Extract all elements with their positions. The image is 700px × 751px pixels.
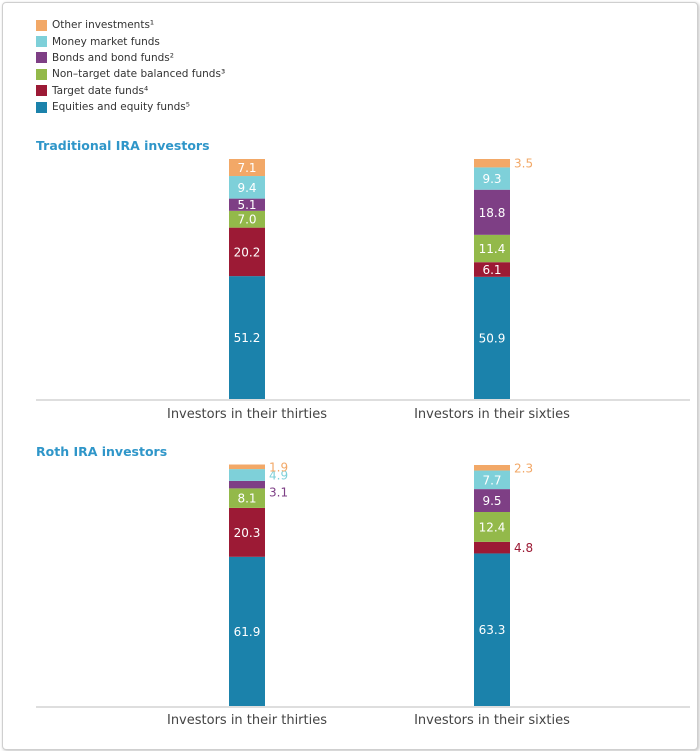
bar-segment [474, 553, 510, 706]
data-label: 9.3 [482, 172, 501, 186]
bar-segment [474, 489, 510, 512]
legend-label: Equities and equity funds⁵ [52, 101, 190, 114]
legend-swatch [36, 101, 47, 113]
bar-segment [229, 227, 265, 277]
data-label: 9.4 [237, 181, 256, 195]
data-label: 7.7 [482, 473, 501, 487]
legend-item: Non–target date balanced funds³ [36, 66, 225, 82]
legend-swatch [36, 36, 47, 48]
bar-segment [229, 480, 265, 489]
legend-swatch [36, 85, 47, 97]
data-label: 4.8 [514, 541, 533, 555]
legend-swatch [36, 52, 47, 64]
bar-segment [474, 189, 510, 235]
bar-segment [229, 198, 265, 211]
legend-item: Equities and equity funds⁵ [36, 99, 225, 115]
legend-swatch [36, 68, 47, 80]
bar-segment [229, 464, 265, 470]
data-label: 7.1 [237, 161, 256, 175]
data-label: 3.5 [514, 157, 533, 171]
bar-segment [229, 276, 265, 399]
data-label: 18.8 [479, 206, 506, 220]
data-label: 11.4 [479, 242, 506, 256]
legend-label: Bonds and bond funds² [52, 51, 174, 64]
roth-ira-title: Roth IRA investors [36, 444, 168, 459]
bar-segment [474, 234, 510, 263]
data-label: 3.1 [269, 486, 288, 500]
data-label: 5.1 [237, 198, 256, 212]
bar-segment [474, 465, 510, 471]
data-label: 1.9 [269, 460, 288, 474]
legend-item: Money market funds [36, 33, 225, 49]
bar-segment [229, 556, 265, 706]
data-label: 7.0 [237, 213, 256, 227]
legend-swatch [36, 19, 47, 31]
legend-item: Other investments¹ [36, 17, 225, 33]
bar-segment [229, 176, 265, 199]
legend-label: Other investments¹ [52, 19, 155, 32]
bar-segment [474, 167, 510, 190]
data-label: 4.9 [269, 469, 288, 483]
bar-segment [474, 262, 510, 277]
bar-segment [229, 488, 265, 508]
data-label: 63.3 [479, 623, 506, 637]
data-label: 20.2 [234, 245, 261, 259]
data-label: 9.5 [482, 494, 501, 508]
data-label: 2.3 [514, 461, 533, 475]
bar-segment [474, 470, 510, 490]
legend: Other investments¹ Money market funds Bo… [36, 17, 225, 115]
data-label: 8.1 [237, 492, 256, 506]
category-label: Investors in their thirties [167, 407, 327, 422]
bar-segment [474, 276, 510, 399]
bar-segment [229, 210, 265, 228]
data-label: 20.3 [234, 526, 261, 540]
data-label: 50.9 [479, 331, 506, 345]
category-label: Investors in their sixties [414, 407, 570, 422]
category-label: Investors in their sixties [414, 713, 570, 728]
bar-segment [229, 159, 265, 177]
data-label: 61.9 [234, 625, 261, 639]
bar-segment [474, 511, 510, 542]
bar-segment [229, 507, 265, 557]
legend-item: Target date funds⁴ [36, 83, 225, 99]
traditional-ira-title: Traditional IRA investors [36, 138, 210, 153]
data-label: 12.4 [479, 520, 506, 534]
legend-label: Target date funds⁴ [52, 84, 149, 97]
category-label: Investors in their thirties [167, 713, 327, 728]
data-label: 6.1 [482, 263, 501, 277]
bar-segment [474, 159, 510, 168]
bar-segment [229, 469, 265, 481]
bar-segment [474, 541, 510, 554]
legend-label: Money market funds [52, 35, 160, 48]
data-label: 51.2 [234, 331, 261, 345]
legend-label: Non–target date balanced funds³ [52, 68, 226, 81]
legend-item: Bonds and bond funds² [36, 50, 225, 66]
